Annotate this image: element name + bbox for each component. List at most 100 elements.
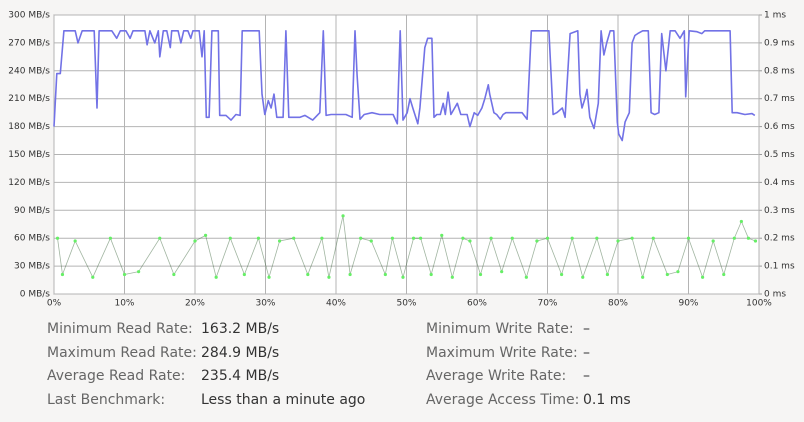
access-time-point: [348, 272, 352, 277]
x-tick-label: 20%: [185, 299, 205, 309]
access-time-point: [616, 239, 620, 243]
access-time-point: [411, 236, 416, 240]
access-time-point: [55, 236, 60, 240]
stat-value: 284.9 MB/s: [201, 344, 280, 361]
access-time-point: [122, 272, 127, 277]
access-time-point: [341, 214, 345, 218]
access-time-point: [746, 236, 751, 240]
stat-label: Average Write Rate:: [426, 368, 567, 384]
y2-tick-label: 0.8 ms: [764, 66, 795, 76]
access-time-point: [676, 270, 680, 274]
y2-tick-label: 1 ms: [764, 11, 786, 21]
access-time-point: [306, 272, 310, 277]
y-tick-label: 90 MB/s: [14, 206, 50, 216]
stat-value: 163.2 MB/s: [201, 321, 280, 337]
y-tick-label: 0 MB/s: [20, 290, 51, 300]
access-time-point: [256, 236, 261, 240]
stat-label: Minimum Read Rate:: [47, 321, 193, 337]
y-tick-label: 300 MB/s: [8, 11, 50, 21]
access-time-point: [228, 236, 232, 240]
stat-label: Maximum Write Rate:: [426, 344, 578, 361]
stat-value: Less than a minute ago: [201, 391, 366, 408]
access-time-point: [203, 233, 208, 238]
access-time-point: [468, 239, 472, 243]
y-tick-label: 30 MB/s: [14, 262, 50, 272]
stat-label: Maximum Read Rate:: [47, 344, 197, 361]
x-tick-label: 90%: [678, 299, 698, 309]
access-time-point: [383, 272, 387, 277]
access-time-point: [500, 270, 504, 274]
access-time-point: [641, 275, 645, 279]
access-time-point: [73, 239, 77, 243]
access-time-point: [570, 236, 574, 240]
access-time-point: [630, 236, 634, 240]
y2-tick-label: 0.1 ms: [764, 262, 795, 272]
access-time-point: [581, 275, 585, 279]
access-time-point: [686, 236, 691, 240]
access-time-point: [158, 236, 162, 240]
access-time-point: [137, 270, 141, 274]
access-time-point: [461, 236, 465, 240]
x-tick-label: 70%: [537, 299, 557, 309]
access-time-point: [753, 239, 758, 243]
access-time-point: [327, 275, 331, 279]
access-time-point: [320, 236, 324, 240]
access-time-point: [278, 239, 282, 243]
x-tick-label: 40%: [326, 299, 346, 309]
access-time-point: [489, 236, 493, 240]
access-time-point: [359, 236, 363, 240]
access-time-point: [60, 272, 65, 277]
access-time-point: [429, 272, 433, 277]
y2-tick-label: 0.9 ms: [764, 38, 795, 48]
access-time-point: [242, 272, 246, 277]
access-time-point: [390, 236, 394, 240]
access-time-point: [440, 233, 444, 238]
chart: 0 MB/s 30 MB/s 60 MB/s 90 MB/s 120 MB/s 150 M…: [8, 11, 795, 309]
access-time-point: [665, 272, 669, 277]
access-time-point: [605, 272, 610, 277]
stat-value: –: [583, 368, 590, 384]
access-time-point: [739, 219, 743, 224]
x-tick-label: 80%: [608, 299, 628, 309]
stat-label: Average Read Rate:: [47, 368, 186, 384]
access-time-point: [214, 275, 218, 279]
access-time-point: [108, 236, 112, 240]
access-time-point: [510, 236, 514, 240]
x-tick-label: 0%: [47, 299, 62, 309]
x-tick-label: 30%: [255, 299, 275, 309]
access-time-point: [172, 272, 176, 277]
access-time-point: [535, 239, 539, 243]
y-tick-label: 210 MB/s: [8, 94, 50, 104]
stat-label: Last Benchmark:: [47, 391, 166, 408]
x-tick-label: 60%: [467, 299, 487, 309]
access-time-point: [732, 236, 736, 240]
y-tick-label: 150 MB/s: [8, 150, 50, 160]
access-time-point: [450, 275, 454, 279]
stat-value: –: [583, 321, 590, 337]
y2-tick-label: 0.3 ms: [764, 206, 795, 216]
y-tick-label: 60 MB/s: [14, 234, 50, 244]
y-tick-label: 270 MB/s: [8, 38, 50, 48]
stat-value: –: [583, 344, 590, 361]
access-time-point: [419, 236, 423, 240]
y2-tick-label: 0.7 ms: [764, 94, 795, 104]
y-tick-label: 120 MB/s: [8, 178, 50, 188]
stat-label: Average Access Time:: [426, 391, 580, 408]
x-tick-label: 50%: [396, 299, 416, 309]
y-tick-label: 180 MB/s: [8, 122, 50, 132]
access-time-point: [91, 275, 95, 279]
access-time-point: [478, 272, 483, 277]
stat-value: 0.1 ms: [583, 391, 631, 408]
read-rate-line: [53, 30, 756, 142]
access-time-point: [193, 239, 197, 243]
access-time-point: [545, 236, 550, 240]
y2-tick-label: 0.6 ms: [764, 122, 795, 132]
stat-label: Minimum Write Rate:: [426, 321, 574, 337]
stat-value: 235.4 MB/s: [201, 368, 280, 384]
x-tick-label: 10%: [114, 299, 134, 309]
access-time-point: [701, 275, 705, 279]
y2-tick-label: 0 ms: [764, 290, 786, 300]
access-time-point: [595, 236, 599, 240]
y2-tick-label: 0.5 ms: [764, 150, 795, 160]
access-time-point: [722, 272, 726, 277]
